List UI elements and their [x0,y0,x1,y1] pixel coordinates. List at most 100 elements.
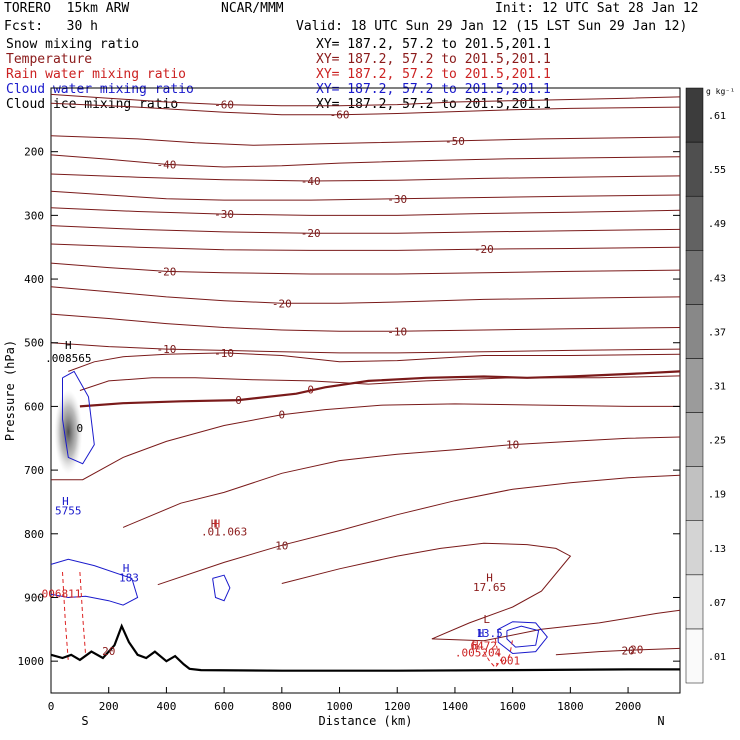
x-tick-label: 1800 [557,700,584,713]
y-tick-label: 700 [24,464,44,477]
temperature-contour-label: -30 [387,193,407,206]
x-tick-label: 800 [272,700,292,713]
annotation-label: H [211,517,218,530]
x-tick-label: 1600 [499,700,526,713]
cloud-water-contour [50,558,139,606]
temperature-contour [50,102,681,116]
temperature-contour [50,243,681,251]
x-tick-label: 400 [156,700,176,713]
x-axis-title: Distance (km) [319,714,413,728]
annotation-label: 183 [119,572,139,585]
y-tick-label: 800 [24,528,44,541]
x-tick-label: 1200 [384,700,411,713]
colorbar-swatch [685,574,704,630]
field-xy: XY= 187.2, 57.2 to 201.5,201.1 [316,52,551,67]
cloud-ice-shading [54,389,83,474]
colorbar-swatch [685,304,704,359]
colorbar-tick-label: .37 [708,327,726,338]
y-tick-label: 900 [24,591,44,604]
colorbar-tick-label: .07 [708,598,726,609]
temperature-contour [79,370,681,408]
colorbar-tick-label: .61 [708,111,726,122]
annotation-label: 20 [630,644,643,657]
annotation-label: H [65,339,72,352]
x-tick-label: 1400 [442,700,469,713]
annotation-label: 0 [77,422,84,435]
field-name: Temperature [6,52,93,67]
temperature-contour [122,436,681,528]
temperature-contour [50,190,681,201]
annotation-label: .006811 [35,587,81,600]
temperature-contour [50,93,681,107]
temperature-contour [50,262,681,275]
terrain-line [50,623,680,672]
field-xy: XY= 187.2, 57.2 to 201.5,201.1 [316,97,551,112]
colorbar-tick-label: .01 [708,652,726,663]
rain-water-contour [483,651,502,669]
colorbar-unit: g kg⁻¹ [706,87,735,96]
header-valid: Valid: 18 UTC Sun 29 Jan 12 (15 LST Sun … [296,19,688,34]
colorbar-swatch [685,358,704,413]
y-tick-label: 500 [24,337,44,350]
annotation-label: .001 [494,654,521,667]
x-tick-label: 0 [48,700,55,713]
temperature-contour [50,154,681,168]
colorbar-tick-label: .13 [708,544,726,555]
header-init: Init: 12 UTC Sat 28 Jan 12 [495,1,699,16]
north-end-label: N [657,714,664,728]
colorbar-swatch [685,520,704,576]
colorbar-swatch [685,195,704,251]
field-name: Rain water mixing ratio [6,67,187,82]
y-tick-label: 600 [24,400,44,413]
temperature-contour-label: 0 [279,409,286,422]
rain-water-contour [494,638,514,666]
annotation-label: H [123,562,130,575]
cloud-water-contour [62,370,95,465]
colorbar-tick-label: .43 [708,273,726,284]
y-tick-label: 400 [24,273,44,286]
temperature-contour-label: -20 [301,227,321,240]
x-tick-label: 600 [214,700,234,713]
temperature-contour [51,403,680,481]
temperature-contour [50,207,681,216]
header-fcst: Fcst: 30 h [4,19,98,34]
temperature-contour [157,474,681,586]
annotation-label: H [214,517,221,530]
rain-water-contour [79,571,87,655]
cloud-water-contour [212,574,231,602]
y-tick-label: 200 [24,146,44,159]
temperature-contour [79,375,681,391]
temperature-contour-label: 20 [621,644,634,657]
temperature-contour-label: 10 [275,539,288,552]
temperature-contour [68,352,681,372]
temperature-contour-label: -20 [474,243,494,256]
y-axis-title: Pressure (hPa) [3,340,17,441]
annotation-label: L [483,613,490,626]
colorbar-tick-label: .19 [708,490,726,501]
temperature-contour [50,135,681,146]
temperature-contour-label: -40 [301,175,321,188]
temperature-contour [50,173,681,182]
annotation-label: 0 [307,384,314,397]
colorbar-swatch [685,412,704,467]
annotation-label: 5755 [55,505,82,518]
temperature-contour-label: -20 [272,297,292,310]
temperature-contour-label: 0 [235,394,242,407]
header-model: TORERO 15km ARW [4,1,130,16]
temperature-contour-label: -10 [387,325,407,338]
y-tick-label: 300 [24,209,44,222]
annotation-label: 17.65 [473,581,506,594]
annotation-label: H [472,638,479,651]
field-xy: XY= 187.2, 57.2 to 201.5,201.1 [316,67,551,82]
annotation-label: .005204 [455,647,502,660]
field-xy: XY= 187.2, 57.2 to 201.5,201.1 [316,82,551,97]
x-tick-label: 1000 [326,700,353,713]
temperature-contour [555,647,681,656]
annotation-label: 13.5 [476,627,503,640]
colorbar-tick-label: .25 [708,436,726,447]
colorbar-tick-label: .31 [708,382,726,393]
cloud-water-contour [497,621,548,655]
temperature-contour-label: 10 [506,439,519,452]
header-center: NCAR/MMM [221,1,284,16]
